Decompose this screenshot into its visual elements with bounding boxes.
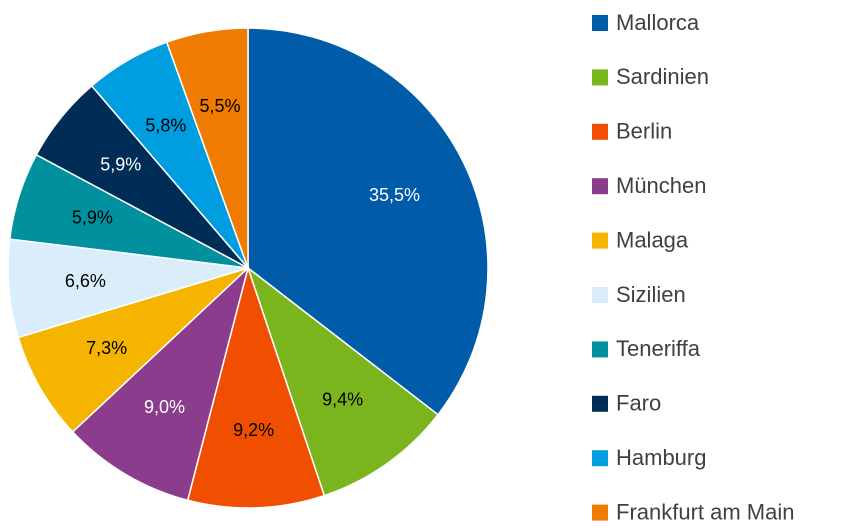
legend-label: Sizilien xyxy=(616,282,686,307)
slice-label: 5,5% xyxy=(199,96,240,116)
slice-label: 5,9% xyxy=(72,208,113,228)
legend-swatch xyxy=(592,341,608,358)
legend-swatch xyxy=(592,504,608,521)
slice-label: 9,4% xyxy=(322,390,363,410)
slice-label: 7,3% xyxy=(86,338,127,358)
legend-label: Berlin xyxy=(616,119,672,144)
legend-swatch xyxy=(592,232,608,249)
legend-swatch xyxy=(592,178,608,195)
legend-label: Sardinien xyxy=(616,64,709,89)
slice-label: 5,9% xyxy=(100,155,141,175)
pie-slice xyxy=(71,265,250,502)
slice-label: 9,2% xyxy=(233,420,274,440)
slice-label: 6,6% xyxy=(65,271,106,291)
legend-swatch xyxy=(592,69,608,86)
legend-label: Malaga xyxy=(616,227,689,252)
slice-label: 5,8% xyxy=(145,116,186,136)
legend-swatch xyxy=(592,395,608,412)
legend-swatch xyxy=(592,450,608,467)
legend-swatch xyxy=(592,15,608,31)
pie-slice xyxy=(247,27,489,416)
legend-label: Frankfurt am Main xyxy=(616,499,795,524)
legend-label: München xyxy=(616,173,707,198)
legend-label: Faro xyxy=(616,391,661,416)
legend-label: Teneriffa xyxy=(616,336,701,361)
slice-label: 35,5% xyxy=(369,185,420,205)
pie-slice xyxy=(17,267,249,433)
slice-label: 9,0% xyxy=(144,397,185,417)
legend-swatch xyxy=(592,123,608,140)
legend-label: Hamburg xyxy=(616,445,706,470)
pie-slice xyxy=(186,265,326,509)
pie-slice xyxy=(246,265,440,497)
pie-slice xyxy=(165,27,249,269)
legend-label: Mallorca xyxy=(616,10,700,35)
legend-swatch xyxy=(592,287,608,303)
